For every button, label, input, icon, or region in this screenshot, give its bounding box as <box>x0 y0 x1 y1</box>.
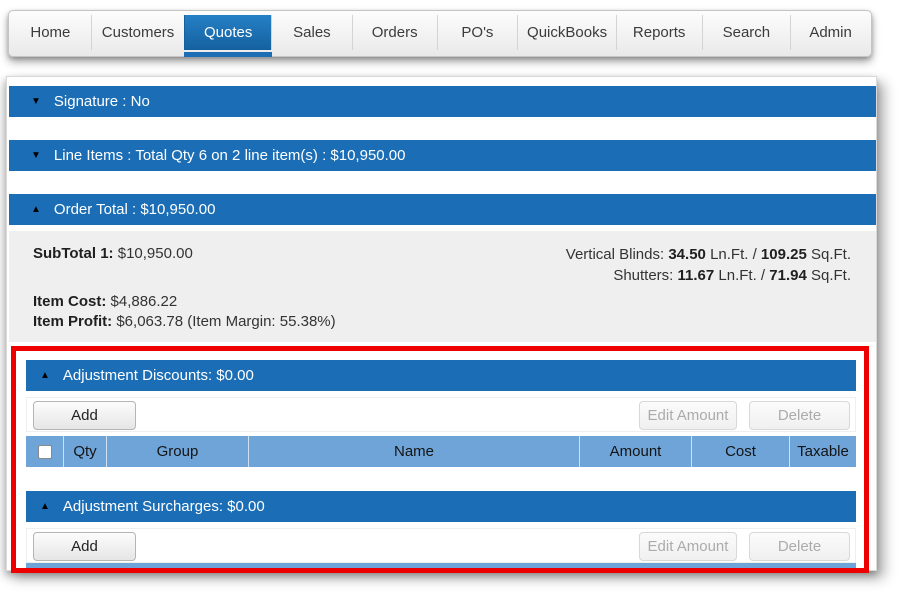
subtotal-value: $10,950.00 <box>117 245 193 262</box>
item-profit-line: Item Profit: $6,063.78 (Item Margin: 55.… <box>33 312 336 332</box>
adjustment-discounts-title: Adjustment Discounts: $0.00 <box>62 367 254 384</box>
adjustment-surcharges-section-header[interactable]: ▲ Adjustment Surcharges: $0.00 <box>26 491 856 522</box>
vertical-blinds-measurement: Vertical Blinds: 34.50 Ln.Ft. / 109.25 S… <box>566 244 851 265</box>
column-header-name: Name <box>248 436 579 467</box>
tab-admin[interactable]: Admin <box>790 15 870 50</box>
order-total-panel: SubTotal 1: $10,950.00 Item Cost: $4,886… <box>9 231 876 342</box>
tab-sales[interactable]: Sales <box>271 15 352 50</box>
item-cost-value: $4,886.22 <box>110 293 178 310</box>
signature-section-header[interactable]: ▼ Signature : No <box>9 86 876 117</box>
sqft-unit: Sq.Ft. <box>810 246 851 263</box>
line-items-section-header[interactable]: ▼ Line Items : Total Qty 6 on 2 line ite… <box>9 140 876 171</box>
item-profit-value: $6,063.78 (Item Margin: 55.38%) <box>116 313 336 330</box>
column-header-group: Group <box>106 436 248 467</box>
select-all-cell <box>26 436 63 467</box>
surcharges-delete-button[interactable]: Delete <box>749 532 850 561</box>
chevron-down-icon: ▼ <box>31 149 41 161</box>
subtotal-line: SubTotal 1: $10,950.00 <box>33 244 336 264</box>
chevron-up-icon: ▲ <box>40 369 50 381</box>
shutters-measurement: Shutters: 11.67 Ln.Ft. / 71.94 Sq.Ft. <box>566 265 851 286</box>
column-header-qty: Qty <box>63 436 106 467</box>
discounts-edit-amount-button[interactable]: Edit Amount <box>639 401 737 430</box>
discounts-add-button[interactable]: Add <box>33 401 136 430</box>
tab-pos[interactable]: PO's <box>436 15 518 50</box>
select-all-checkbox[interactable] <box>37 444 52 459</box>
measurement-label: Vertical Blinds: <box>565 246 665 263</box>
surcharges-edit-amount-button[interactable]: Edit Amount <box>639 532 737 561</box>
lnft-unit: Ln.Ft. / <box>710 246 757 263</box>
annotation-highlight-box: ▲ Adjustment Discounts: $0.00 Add Edit A… <box>11 346 869 573</box>
tab-home[interactable]: Home <box>30 24 71 41</box>
chevron-down-icon: ▼ <box>31 95 41 107</box>
lnft-value: 34.50 <box>668 246 706 263</box>
discounts-table-header: Qty Group Name Amount Cost Taxable <box>26 436 856 467</box>
lnft-unit: Ln.Ft. / <box>718 267 766 284</box>
order-total-left-column: SubTotal 1: $10,950.00 Item Cost: $4,886… <box>33 244 336 342</box>
lnft-value: 11.67 <box>677 267 715 284</box>
sqft-value: 71.94 <box>769 267 807 284</box>
quote-detail-panel: ▼ Signature : No ▼ Line Items : Total Qt… <box>6 76 877 573</box>
tab-orders[interactable]: Orders <box>351 15 437 50</box>
adjustment-discounts-section-header[interactable]: ▲ Adjustment Discounts: $0.00 <box>26 360 856 391</box>
item-profit-label: Item Profit: <box>33 313 113 330</box>
tab-customers[interactable]: Customers <box>90 15 185 50</box>
top-nav-tabs: Home Customers Quotes Sales Orders PO's … <box>10 15 870 57</box>
column-header-amount: Amount <box>579 436 691 467</box>
tab-search[interactable]: Search <box>701 15 791 50</box>
measurement-label: Shutters: <box>613 267 674 284</box>
surcharges-toolbar: Add Edit Amount Delete <box>26 528 856 563</box>
item-cost-label: Item Cost: <box>33 293 107 310</box>
subtotal-label: SubTotal 1: <box>33 245 114 262</box>
sqft-value: 109.25 <box>760 246 807 263</box>
tab-quotes[interactable]: Quotes <box>184 15 272 57</box>
discounts-toolbar: Add Edit Amount Delete <box>26 397 856 432</box>
column-header-taxable: Taxable <box>789 436 856 467</box>
item-cost-line: Item Cost: $4,886.22 <box>33 292 336 312</box>
top-nav-bar: Home Customers Quotes Sales Orders PO's … <box>8 10 872 57</box>
tab-quickbooks[interactable]: QuickBooks <box>517 15 616 50</box>
chevron-up-icon: ▲ <box>31 203 41 215</box>
surcharges-add-button[interactable]: Add <box>33 532 136 561</box>
column-header-cost: Cost <box>691 436 789 467</box>
measurement-summary: Vertical Blinds: 34.50 Ln.Ft. / 109.25 S… <box>566 244 851 342</box>
surcharges-table-header-partial <box>26 563 856 568</box>
signature-section-title: Signature : No <box>53 93 150 110</box>
tab-reports[interactable]: Reports <box>615 15 702 50</box>
chevron-up-icon: ▲ <box>40 500 50 512</box>
line-items-section-title: Line Items : Total Qty 6 on 2 line item(… <box>53 147 406 164</box>
order-total-section-header[interactable]: ▲ Order Total : $10,950.00 <box>9 194 876 225</box>
adjustment-surcharges-title: Adjustment Surcharges: $0.00 <box>62 498 265 515</box>
order-total-section-title: Order Total : $10,950.00 <box>53 201 216 218</box>
discounts-delete-button[interactable]: Delete <box>749 401 850 430</box>
sqft-unit: Sq.Ft. <box>810 267 851 284</box>
